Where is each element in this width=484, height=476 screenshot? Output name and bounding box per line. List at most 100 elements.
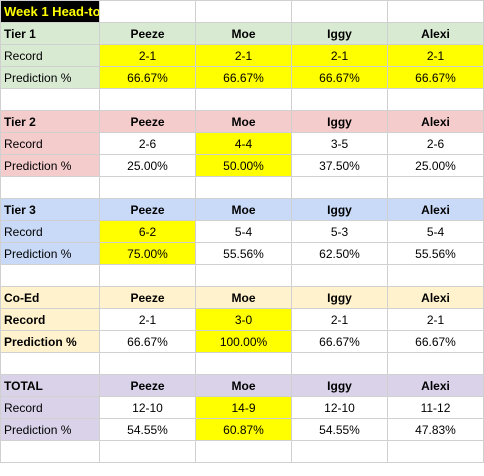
player-header-cell[interactable]: Moe (195, 22, 292, 45)
empty-cell[interactable] (0, 88, 100, 111)
section-name-cell[interactable]: Tier 2 (0, 110, 100, 133)
player-header-cell[interactable]: Iggy (291, 22, 388, 45)
section-name-cell[interactable]: Tier 3 (0, 198, 100, 221)
record-value-cell[interactable]: 2-1 (387, 308, 484, 331)
player-header-cell[interactable]: Alexi (387, 286, 484, 309)
prediction-value-cell[interactable]: 60.87% (195, 418, 292, 441)
player-header-cell[interactable]: Alexi (387, 110, 484, 133)
record-label-cell[interactable]: Record (0, 220, 100, 243)
player-header-cell[interactable]: Alexi (387, 374, 484, 397)
prediction-label-cell[interactable]: Prediction % (0, 418, 100, 441)
record-value-cell[interactable]: 2-1 (195, 44, 292, 67)
empty-cell[interactable] (387, 352, 484, 375)
prediction-value-cell[interactable]: 66.67% (387, 330, 484, 353)
prediction-value-cell[interactable]: 55.56% (387, 242, 484, 265)
empty-cell[interactable] (99, 88, 196, 111)
player-header-cell[interactable]: Iggy (291, 110, 388, 133)
player-header-cell[interactable]: Peeze (99, 198, 196, 221)
sheet-title[interactable]: Week 1 Head-to Head (0, 0, 100, 23)
empty-cell[interactable] (99, 440, 196, 463)
record-label-cell[interactable]: Record (0, 132, 100, 155)
record-value-cell[interactable]: 2-6 (99, 132, 196, 155)
player-header-cell[interactable]: Peeze (99, 110, 196, 133)
record-value-cell[interactable]: 3-0 (195, 308, 292, 331)
empty-cell[interactable] (195, 440, 292, 463)
record-label-cell[interactable]: Record (0, 44, 100, 67)
empty-cell[interactable] (291, 176, 388, 199)
record-value-cell[interactable]: 2-1 (99, 44, 196, 67)
prediction-value-cell[interactable]: 66.67% (195, 66, 292, 89)
prediction-value-cell[interactable]: 54.55% (291, 418, 388, 441)
player-header-cell[interactable]: Moe (195, 286, 292, 309)
empty-cell[interactable] (387, 0, 484, 23)
record-value-cell[interactable]: 11-12 (387, 396, 484, 419)
record-value-cell[interactable]: 6-2 (99, 220, 196, 243)
record-value-cell[interactable]: 12-10 (99, 396, 196, 419)
empty-cell[interactable] (195, 176, 292, 199)
prediction-value-cell[interactable]: 66.67% (387, 66, 484, 89)
empty-cell[interactable] (291, 264, 388, 287)
prediction-value-cell[interactable]: 66.67% (291, 66, 388, 89)
empty-cell[interactable] (291, 88, 388, 111)
empty-cell[interactable] (387, 176, 484, 199)
empty-cell[interactable] (291, 440, 388, 463)
record-value-cell[interactable]: 5-4 (195, 220, 292, 243)
prediction-value-cell[interactable]: 50.00% (195, 154, 292, 177)
player-header-cell[interactable]: Iggy (291, 198, 388, 221)
record-label-cell[interactable]: Record (0, 396, 100, 419)
empty-cell[interactable] (387, 88, 484, 111)
player-header-cell[interactable]: Alexi (387, 198, 484, 221)
player-header-cell[interactable]: Iggy (291, 374, 388, 397)
empty-cell[interactable] (195, 88, 292, 111)
player-header-cell[interactable]: Iggy (291, 286, 388, 309)
empty-cell[interactable] (291, 352, 388, 375)
record-value-cell[interactable]: 2-6 (387, 132, 484, 155)
prediction-label-cell[interactable]: Prediction % (0, 154, 100, 177)
record-value-cell[interactable]: 2-1 (291, 44, 388, 67)
prediction-value-cell[interactable]: 62.50% (291, 242, 388, 265)
empty-cell[interactable] (195, 264, 292, 287)
prediction-label-cell[interactable]: Prediction % (0, 330, 100, 353)
player-header-cell[interactable]: Moe (195, 374, 292, 397)
empty-cell[interactable] (0, 176, 100, 199)
player-header-cell[interactable]: Peeze (99, 22, 196, 45)
empty-cell[interactable] (99, 176, 196, 199)
player-header-cell[interactable]: Alexi (387, 22, 484, 45)
section-name-cell[interactable]: TOTAL (0, 374, 100, 397)
player-header-cell[interactable]: Moe (195, 110, 292, 133)
prediction-value-cell[interactable]: 100.00% (195, 330, 292, 353)
record-value-cell[interactable]: 14-9 (195, 396, 292, 419)
record-value-cell[interactable]: 2-1 (387, 44, 484, 67)
empty-cell[interactable] (99, 264, 196, 287)
section-name-cell[interactable]: Co-Ed (0, 286, 100, 309)
record-value-cell[interactable]: 5-4 (387, 220, 484, 243)
prediction-value-cell[interactable]: 75.00% (99, 242, 196, 265)
empty-cell[interactable] (0, 352, 100, 375)
prediction-label-cell[interactable]: Prediction % (0, 66, 100, 89)
empty-cell[interactable] (0, 440, 100, 463)
record-value-cell[interactable]: 2-1 (291, 308, 388, 331)
empty-cell[interactable] (99, 0, 196, 23)
record-value-cell[interactable]: 2-1 (99, 308, 196, 331)
empty-cell[interactable] (99, 352, 196, 375)
player-header-cell[interactable]: Peeze (99, 374, 196, 397)
prediction-value-cell[interactable]: 66.67% (99, 330, 196, 353)
empty-cell[interactable] (387, 440, 484, 463)
record-label-cell[interactable]: Record (0, 308, 100, 331)
player-header-cell[interactable]: Moe (195, 198, 292, 221)
record-value-cell[interactable]: 3-5 (291, 132, 388, 155)
empty-cell[interactable] (195, 0, 292, 23)
player-header-cell[interactable]: Peeze (99, 286, 196, 309)
prediction-value-cell[interactable]: 25.00% (99, 154, 196, 177)
section-name-cell[interactable]: Tier 1 (0, 22, 100, 45)
empty-cell[interactable] (291, 0, 388, 23)
prediction-value-cell[interactable]: 66.67% (291, 330, 388, 353)
prediction-label-cell[interactable]: Prediction % (0, 242, 100, 265)
record-value-cell[interactable]: 12-10 (291, 396, 388, 419)
prediction-value-cell[interactable]: 37.50% (291, 154, 388, 177)
prediction-value-cell[interactable]: 66.67% (99, 66, 196, 89)
prediction-value-cell[interactable]: 55.56% (195, 242, 292, 265)
empty-cell[interactable] (387, 264, 484, 287)
record-value-cell[interactable]: 5-3 (291, 220, 388, 243)
prediction-value-cell[interactable]: 25.00% (387, 154, 484, 177)
